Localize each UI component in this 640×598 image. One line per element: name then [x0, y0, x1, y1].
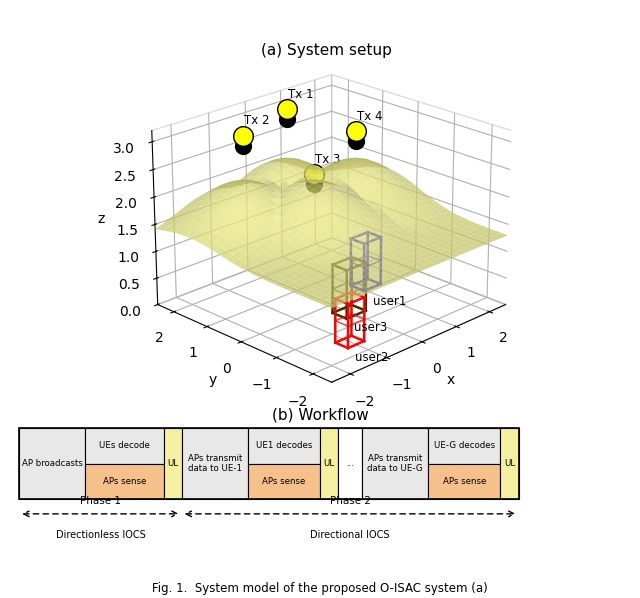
- Text: Directional IOCS: Directional IOCS: [310, 530, 390, 541]
- Text: ...: ...: [346, 459, 354, 468]
- Bar: [428, 463, 500, 499]
- Bar: [428, 428, 500, 463]
- Text: APs transmit
data to UE-G: APs transmit data to UE-G: [367, 454, 423, 473]
- Text: Phase 2: Phase 2: [330, 496, 371, 506]
- X-axis label: x: x: [446, 373, 454, 387]
- Bar: [338, 428, 362, 499]
- Bar: [248, 463, 320, 499]
- Bar: [500, 428, 518, 499]
- Text: APs sense: APs sense: [262, 477, 305, 486]
- Text: Fig. 1.  System model of the proposed O-ISAC system (a): Fig. 1. System model of the proposed O-I…: [152, 582, 488, 595]
- Title: (a) System setup: (a) System setup: [261, 44, 392, 59]
- Bar: [19, 428, 85, 499]
- Text: APs sense: APs sense: [443, 477, 486, 486]
- Bar: [248, 428, 320, 463]
- Text: UE1 decodes: UE1 decodes: [256, 441, 312, 450]
- Bar: [182, 428, 248, 499]
- Text: UL: UL: [167, 459, 178, 468]
- Bar: [19, 428, 518, 499]
- Text: UL: UL: [323, 459, 335, 468]
- Text: UL: UL: [504, 459, 515, 468]
- Bar: [320, 428, 338, 499]
- Text: UE-G decodes: UE-G decodes: [434, 441, 495, 450]
- Title: (b) Workflow: (b) Workflow: [271, 407, 369, 422]
- Bar: [164, 428, 182, 499]
- Text: AP broadcasts: AP broadcasts: [22, 459, 83, 468]
- Text: Directionless IOCS: Directionless IOCS: [56, 530, 145, 541]
- Text: Phase 1: Phase 1: [80, 496, 121, 506]
- Y-axis label: y: y: [209, 373, 217, 387]
- Bar: [362, 428, 428, 499]
- Text: APs transmit
data to UE-1: APs transmit data to UE-1: [188, 454, 242, 473]
- Text: APs sense: APs sense: [103, 477, 146, 486]
- Bar: [85, 463, 164, 499]
- Text: UEs decode: UEs decode: [99, 441, 150, 450]
- Bar: [85, 428, 164, 463]
